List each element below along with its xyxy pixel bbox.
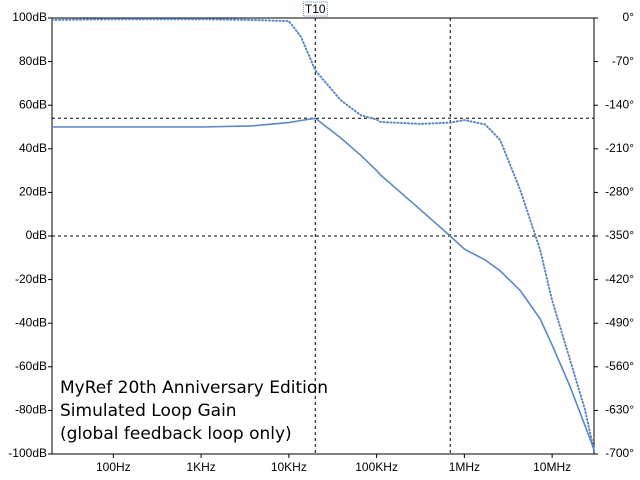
y-tick-label: 80dB xyxy=(19,54,47,68)
x-tick-label: 100KHz xyxy=(355,460,398,474)
y-tick-label: 20dB xyxy=(19,185,47,199)
y2-tick-label: -140° xyxy=(605,97,634,111)
y-tick-label: -80dB xyxy=(15,403,47,417)
y-tick-label: -20dB xyxy=(15,272,47,286)
y2-tick-label: -70° xyxy=(612,54,634,68)
series-line xyxy=(51,18,595,452)
y2-tick-label: -700° xyxy=(605,446,634,460)
y-tick-label: -100dB xyxy=(8,446,47,460)
y2-tick-label: -350° xyxy=(605,228,634,242)
series-line xyxy=(52,117,595,450)
y-tick-label: -60dB xyxy=(15,359,47,373)
x-tick-label: 1KHz xyxy=(186,460,215,474)
y-tick-label: -40dB xyxy=(15,315,47,329)
annotation: MyRef 20th Anniversary Edition xyxy=(60,378,328,398)
y2-tick-label: -420° xyxy=(605,272,634,286)
cursor-tag xyxy=(302,1,328,17)
annotation: Simulated Loop Gain xyxy=(60,401,237,421)
y2-tick-label: -490° xyxy=(605,315,634,329)
x-tick-label: 1MHz xyxy=(449,460,480,474)
cursor-label: T10 xyxy=(305,2,326,16)
y2-tick-label: -210° xyxy=(605,141,634,155)
y-tick-label: 60dB xyxy=(19,97,47,111)
y2-tick-label: -630° xyxy=(605,403,634,417)
x-tick-label: 10MHz xyxy=(533,460,571,474)
annotation: (global feedback loop only) xyxy=(60,424,292,444)
y2-tick-label: -560° xyxy=(605,359,634,373)
x-tick-label: 10KHz xyxy=(271,460,307,474)
y2-tick-label: -280° xyxy=(605,185,634,199)
y-tick-label: 100dB xyxy=(12,10,47,24)
y-tick-label: 0dB xyxy=(26,228,47,242)
y2-tick-label: 0° xyxy=(623,10,635,24)
x-tick-label: 100Hz xyxy=(96,460,131,474)
y-tick-label: 40dB xyxy=(19,141,47,155)
